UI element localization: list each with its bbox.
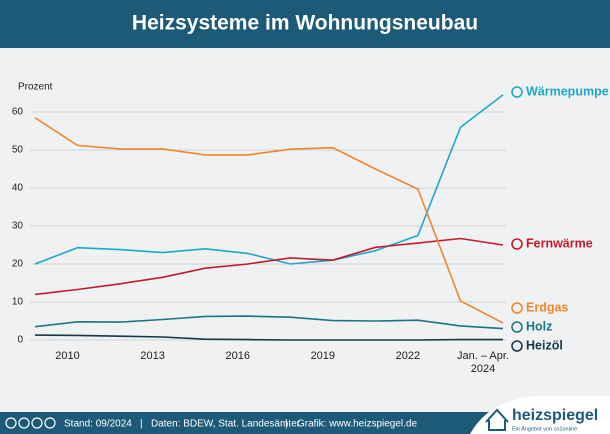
x-tick-label: 2016 xyxy=(225,350,250,362)
footer-daten: Daten: BDEW, Stat. Landesämter xyxy=(151,419,301,430)
series-line xyxy=(34,237,504,296)
title-banner xyxy=(0,0,610,48)
series-line xyxy=(34,315,504,330)
footer-sep: | xyxy=(285,419,288,430)
legend-label: Fernwärme xyxy=(526,236,593,250)
footer-bar xyxy=(0,412,610,434)
legend-icon xyxy=(511,238,523,250)
legend-icon xyxy=(511,321,523,333)
y-tick-label: 50 xyxy=(12,145,24,156)
y-tick-label: 40 xyxy=(12,183,24,194)
series-line xyxy=(34,117,504,324)
x-tick-label: Jan. – Apr. 2024 xyxy=(457,350,509,375)
x-tick-label: 2022 xyxy=(395,350,421,362)
x-tick-label: 2019 xyxy=(310,350,336,362)
series-line xyxy=(34,94,504,265)
logo-text: heizspiegel xyxy=(512,407,598,424)
footer-stand: Stand: 09/2024 xyxy=(64,419,132,430)
y-tick-label: 30 xyxy=(12,221,24,232)
license-icons xyxy=(5,417,56,429)
footer-grafik: Grafik: www.heizspiegel.de xyxy=(297,419,417,430)
legend-icon xyxy=(511,302,523,314)
legend-label: Heizöl xyxy=(526,338,563,352)
y-axis-label: Prozent xyxy=(18,82,53,93)
x-tick-label: 2013 xyxy=(140,350,165,362)
legend-label: Erdgas xyxy=(526,300,568,314)
series-line xyxy=(34,334,503,341)
legend-icon xyxy=(511,86,523,98)
logo-sub: Ein Angebot von co2online xyxy=(512,426,577,432)
x-tick-label: 2010 xyxy=(55,350,80,362)
chart-title: Heizsysteme im Wohnungsneubau xyxy=(132,12,478,35)
legend-icon xyxy=(511,340,523,352)
legend-label: Holz xyxy=(526,319,552,333)
y-tick-label: 60 xyxy=(12,107,24,118)
legend-label: Wärmepumpe xyxy=(526,84,609,98)
y-tick-label: 0 xyxy=(17,335,23,346)
footer-sep: | xyxy=(140,419,143,430)
y-tick-label: 20 xyxy=(12,259,24,270)
logo-icon xyxy=(485,408,509,431)
y-tick-label: 10 xyxy=(12,297,24,308)
